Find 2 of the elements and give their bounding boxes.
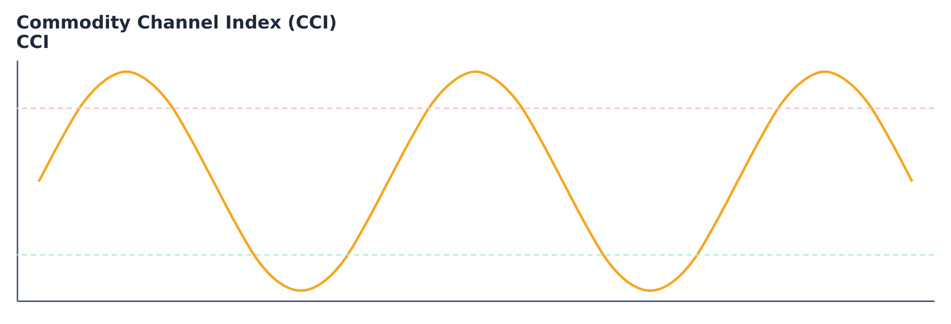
- chart-title: Commodity Channel Index (CCI): [16, 12, 337, 34]
- chart-subtitle: CCI: [16, 32, 50, 54]
